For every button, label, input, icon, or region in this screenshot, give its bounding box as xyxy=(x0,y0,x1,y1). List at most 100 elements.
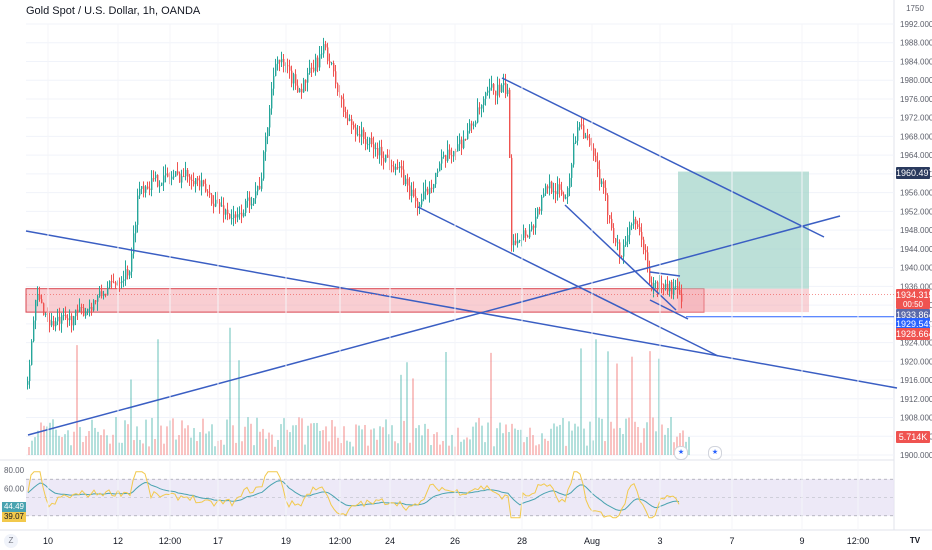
us-flag-icon[interactable]: ★ xyxy=(708,446,722,460)
volume-bar xyxy=(289,432,291,455)
candle-body xyxy=(149,188,151,190)
candle-body xyxy=(625,241,627,246)
volume-bar xyxy=(574,423,576,455)
candle-body xyxy=(43,303,45,316)
candle-body xyxy=(213,203,215,207)
volume-bar xyxy=(508,432,510,455)
z-icon[interactable]: Z xyxy=(4,534,18,548)
volume-bar xyxy=(658,358,660,455)
candle-body xyxy=(491,84,493,88)
volume-bar xyxy=(502,433,504,455)
volume-bar xyxy=(322,430,324,455)
candle-body xyxy=(175,171,177,177)
candle-body xyxy=(371,137,373,145)
trendline-top-short xyxy=(649,271,681,277)
volume-bar xyxy=(583,428,585,455)
volume-bar xyxy=(397,443,399,455)
volume-bar xyxy=(271,434,273,455)
candle-body xyxy=(287,65,289,67)
price-tick-label: 1948.000 xyxy=(900,226,932,235)
price-tick-label: 1956.000 xyxy=(900,189,932,198)
candle-body xyxy=(463,138,465,148)
volume-bar xyxy=(619,427,621,455)
candle-body xyxy=(675,286,677,288)
volume-bar xyxy=(175,439,177,455)
volume-bar xyxy=(400,374,402,455)
volume-bar xyxy=(484,442,486,455)
candle-body xyxy=(655,282,657,284)
candle-body xyxy=(215,199,217,207)
price-tick-label: 1900.000 xyxy=(900,451,932,460)
candle-body xyxy=(577,127,579,141)
volume-bar xyxy=(226,419,228,455)
candle-body xyxy=(257,185,259,192)
volume-bar xyxy=(439,444,441,455)
candle-body xyxy=(523,230,525,238)
candle-body xyxy=(279,59,281,63)
volume-bar xyxy=(562,417,564,455)
candle-body xyxy=(237,214,239,218)
candle-body xyxy=(225,209,227,215)
candle-body xyxy=(597,161,599,170)
candle-body xyxy=(191,179,193,181)
volume-bar xyxy=(202,418,204,455)
candle-body xyxy=(281,58,283,63)
volume-bar xyxy=(667,428,669,455)
volume-bar xyxy=(373,428,375,455)
candle-body xyxy=(345,112,347,119)
trendline-wedge xyxy=(564,204,677,311)
candle-body xyxy=(391,165,393,167)
us-flag-icon[interactable]: ★ xyxy=(674,446,688,460)
candle-body xyxy=(661,283,663,285)
candle-body xyxy=(453,151,455,157)
time-axis-label: 28 xyxy=(517,536,527,546)
candle-body xyxy=(563,194,565,199)
volume-bar xyxy=(88,431,90,455)
volume-bar xyxy=(346,440,348,455)
volume-bar xyxy=(445,352,447,455)
candle-body xyxy=(79,306,81,312)
candle-body xyxy=(161,182,163,186)
candle-body xyxy=(289,66,291,71)
candle-body xyxy=(297,85,299,93)
volume-bar xyxy=(616,363,618,455)
level-b-tag: 1929.549 xyxy=(896,318,932,330)
candle-body xyxy=(393,166,395,170)
candle-body xyxy=(51,321,53,326)
candle-body xyxy=(123,279,125,281)
rsi-tick-label: 60.00 xyxy=(4,484,25,493)
symbol-title[interactable]: Gold Spot / U.S. Dollar, 1h, OANDA xyxy=(26,5,201,17)
candle-body xyxy=(67,318,69,321)
candle-body xyxy=(373,144,375,150)
volume-bar xyxy=(463,439,465,455)
candle-body xyxy=(325,44,327,48)
candle-body xyxy=(539,208,541,211)
volume-bar xyxy=(280,424,282,455)
volume-bar xyxy=(211,424,213,455)
volume-bar xyxy=(391,425,393,455)
tradingview-logo-icon[interactable]: TV xyxy=(908,534,922,548)
candle-body xyxy=(447,149,449,161)
volume-bar xyxy=(493,446,495,455)
volume-bar xyxy=(82,442,84,455)
volume-bar xyxy=(571,430,573,455)
candle-body xyxy=(341,96,343,100)
candle-body xyxy=(595,155,597,162)
volume-bar xyxy=(118,442,120,455)
candle-body xyxy=(581,124,583,126)
candle-body xyxy=(673,286,675,295)
volume-bar xyxy=(142,443,144,455)
volume-bar xyxy=(325,426,327,455)
volume-bar xyxy=(61,437,63,455)
candle-body xyxy=(387,154,389,158)
volume-bar xyxy=(241,441,243,455)
volume-bar xyxy=(136,426,138,455)
candle-body xyxy=(35,299,37,321)
volume-bar xyxy=(664,434,666,455)
volume-bar xyxy=(205,433,207,455)
volume-bar xyxy=(598,417,600,455)
candle-body xyxy=(163,175,165,183)
volume-bar xyxy=(70,445,72,455)
candle-body xyxy=(569,177,571,189)
